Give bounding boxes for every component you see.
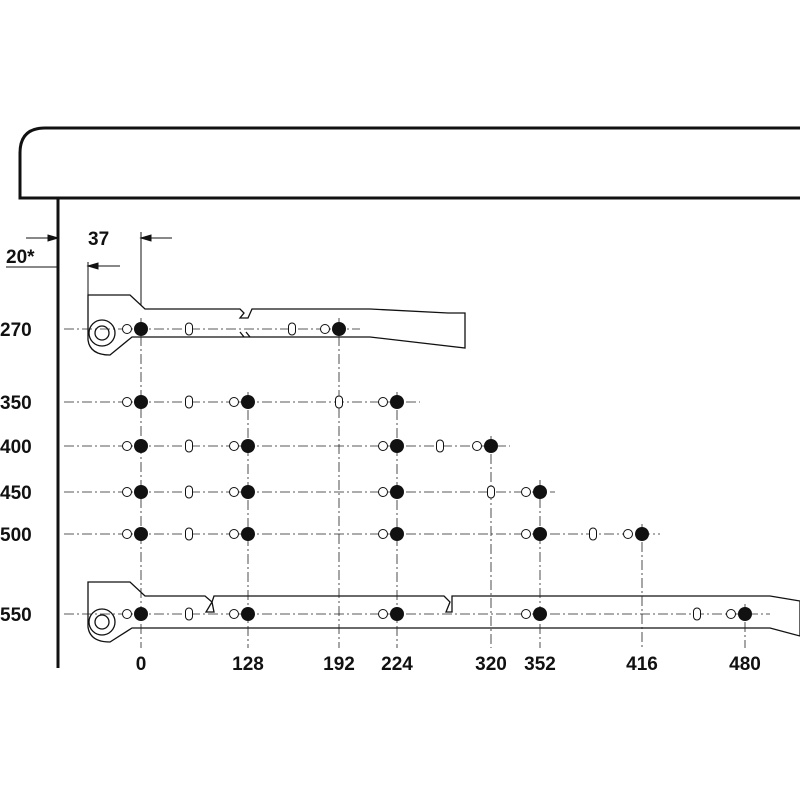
fixing-hole [134,485,148,499]
fixing-hole [241,527,255,541]
dim-arrow [86,262,120,270]
slot-hole [436,439,444,453]
column-label: 224 [381,654,413,675]
fixing-hole [241,607,255,621]
fixing-hole [390,395,404,409]
fixing-hole [635,527,649,541]
slot-hole [487,485,495,499]
fixing-hole [134,527,148,541]
fixing-hole [332,322,346,336]
open-hole [472,441,482,451]
column-label: 0 [136,654,147,675]
column-label: 480 [729,654,761,675]
open-hole [122,324,132,334]
fixing-hole [390,607,404,621]
open-hole [229,441,239,451]
fixing-hole [134,439,148,453]
open-hole [122,487,132,497]
slot-hole [185,607,193,621]
open-hole [726,609,736,619]
fixing-hole [533,607,547,621]
row-label: 500 [0,525,32,546]
open-hole [521,487,531,497]
fixing-hole [484,439,498,453]
fixing-hole [241,395,255,409]
open-hole [122,609,132,619]
fixing-hole [134,322,148,336]
worktop [18,126,800,200]
roller [94,325,110,341]
open-hole [378,397,388,407]
column-label: 416 [626,654,658,675]
fixing-hole [533,485,547,499]
open-hole [122,529,132,539]
column-label: 192 [323,654,355,675]
open-hole [229,529,239,539]
open-hole [229,609,239,619]
slot-hole [185,527,193,541]
slot-hole [589,527,597,541]
open-hole [521,609,531,619]
fixing-hole [241,485,255,499]
open-hole [229,487,239,497]
dim-arrow [139,234,172,242]
open-hole [521,529,531,539]
open-hole [229,397,239,407]
slot-hole [185,322,193,336]
dim-offset: 20* [6,247,35,268]
row-label: 550 [0,605,32,626]
fixing-hole [738,607,752,621]
slot-hole [185,485,193,499]
open-hole [122,397,132,407]
open-hole [378,529,388,539]
roller [88,319,116,347]
open-hole [378,487,388,497]
slot-hole [693,607,701,621]
fixing-hole [390,439,404,453]
fixing-hole [390,485,404,499]
roller [94,614,110,630]
runner-top [87,294,466,356]
row-label: 450 [0,483,32,504]
row-label: 400 [0,437,32,458]
roller [88,608,116,636]
fixing-hole [533,527,547,541]
open-hole [623,529,633,539]
open-hole [378,441,388,451]
open-hole [320,324,330,334]
dim-arrow [26,234,60,242]
fixing-hole [134,607,148,621]
fixing-hole [390,527,404,541]
row-label: 350 [0,393,32,414]
slot-hole [185,439,193,453]
slot-hole [288,322,296,336]
slot-hole [335,395,343,409]
slot-hole [185,395,193,409]
open-hole [122,441,132,451]
fixing-hole [241,439,255,453]
column-label: 128 [232,654,264,675]
open-hole [378,609,388,619]
row-label: 270 [0,320,32,341]
dim-setback: 37 [88,229,109,250]
fixing-hole [134,395,148,409]
column-label: 352 [524,654,556,675]
runner-bottom [87,581,800,643]
column-label: 320 [475,654,507,675]
